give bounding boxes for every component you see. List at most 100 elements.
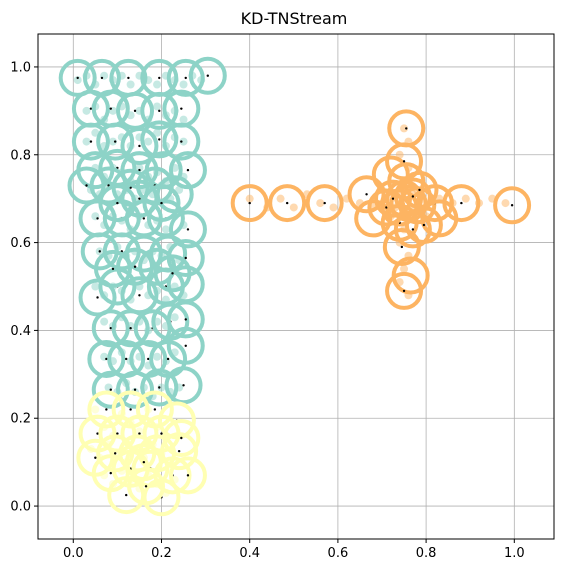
teal-data-point bbox=[82, 106, 91, 115]
orange-cluster-center bbox=[510, 204, 514, 207]
orange-data-point bbox=[276, 194, 285, 203]
yellow-cluster-ring bbox=[124, 443, 163, 482]
orange-cluster-center bbox=[391, 197, 395, 200]
orange-cluster-center bbox=[422, 223, 426, 227]
teal-cluster-ring bbox=[96, 122, 135, 161]
orange-data-point bbox=[245, 194, 254, 203]
teal-data-point bbox=[153, 80, 162, 89]
teal-cluster-ring bbox=[87, 339, 126, 378]
teal-cluster-ring bbox=[111, 309, 150, 348]
yellow-cluster-ring bbox=[87, 390, 126, 429]
teal-cluster-ring bbox=[120, 126, 159, 165]
x-tick-label: 0.0 bbox=[63, 546, 84, 561]
orange-cluster-center bbox=[248, 201, 251, 205]
teal-cluster-center bbox=[109, 388, 112, 391]
yellow-cluster-ring bbox=[168, 456, 207, 495]
teal-data-point bbox=[82, 137, 91, 146]
teal-data-point bbox=[108, 137, 117, 146]
yellow-cluster-center bbox=[113, 452, 117, 455]
teal-cluster-ring bbox=[142, 184, 181, 223]
orange-cluster-center bbox=[400, 245, 404, 249]
y-tick-label: 0.8 bbox=[10, 148, 31, 163]
teal-cluster-center bbox=[96, 296, 99, 299]
y-tick-label: 0.2 bbox=[10, 412, 31, 427]
orange-cluster-center bbox=[402, 289, 406, 293]
y-tick-label: 1.0 bbox=[10, 60, 31, 75]
teal-cluster-ring bbox=[120, 179, 159, 218]
axis-ticks: 0.0 0.2 0.4 0.6 0.8 1.0 0.0 0.2 0.4 0.6 0.8 1.0 bbox=[10, 60, 524, 561]
orange-cluster-center bbox=[411, 228, 415, 231]
teal-cluster-ring bbox=[166, 300, 205, 339]
teal-data-point bbox=[135, 163, 144, 172]
teal-cluster-ring bbox=[168, 151, 207, 190]
orange-cluster-ring bbox=[268, 184, 307, 223]
teal-cluster-center bbox=[182, 384, 185, 387]
orange-cluster-center bbox=[365, 193, 368, 196]
teal-cluster-center bbox=[186, 228, 190, 231]
orange-data-point bbox=[501, 199, 510, 208]
orange-cluster-ring bbox=[493, 186, 532, 225]
orange-data-point bbox=[316, 199, 325, 208]
yellow-cluster-center bbox=[144, 485, 148, 488]
teal-cluster-ring bbox=[164, 366, 203, 405]
yellow-cluster-center bbox=[116, 432, 119, 435]
teal-cluster-center bbox=[166, 357, 170, 361]
yellow-cluster-center bbox=[105, 408, 108, 411]
teal-cluster-ring bbox=[116, 370, 155, 409]
orange-data-point bbox=[400, 124, 409, 133]
teal-data-point bbox=[157, 383, 166, 392]
teal-cluster-center bbox=[125, 357, 128, 361]
teal-cluster-ring bbox=[58, 58, 97, 97]
orange-cluster-ring bbox=[442, 184, 481, 223]
teal-cluster-center bbox=[89, 140, 93, 143]
orange-cluster-center bbox=[285, 201, 289, 205]
yellow-cluster-center bbox=[186, 474, 190, 477]
teal-cluster-center bbox=[113, 140, 117, 143]
orange-cluster-center bbox=[405, 127, 408, 130]
teal-cluster-center bbox=[142, 217, 146, 220]
teal-data-point bbox=[126, 80, 135, 89]
teal-cluster-ring bbox=[166, 58, 205, 97]
orange-data-point bbox=[329, 203, 338, 212]
chart-title: KD-TNStream bbox=[241, 9, 348, 28]
y-tick-label: 0.6 bbox=[10, 236, 31, 251]
teal-cluster-center bbox=[171, 272, 174, 275]
teal-cluster-center bbox=[96, 217, 99, 220]
teal-cluster-center bbox=[160, 201, 163, 205]
teal-cluster-center bbox=[184, 318, 187, 321]
yellow-cluster-center bbox=[129, 408, 132, 411]
yellow-cluster-ring bbox=[127, 467, 166, 506]
teal-cluster-center bbox=[186, 168, 190, 172]
y-tick-label: 0.4 bbox=[10, 324, 31, 339]
teal-cluster-center bbox=[133, 265, 137, 268]
teal-cluster-center bbox=[138, 294, 141, 297]
orange-data-point bbox=[400, 264, 409, 273]
yellow-cluster-center bbox=[96, 432, 99, 435]
cluster-centers bbox=[58, 56, 532, 517]
x-tick-label: 0.2 bbox=[151, 546, 172, 561]
teal-cluster-ring bbox=[166, 326, 205, 365]
teal-cluster-ring bbox=[116, 247, 155, 286]
teal-cluster-center bbox=[158, 138, 161, 141]
orange-cluster-ring bbox=[305, 184, 344, 223]
teal-cluster-center bbox=[127, 76, 130, 80]
teal-cluster-center bbox=[138, 197, 141, 200]
y-tick-label: 0.0 bbox=[10, 500, 31, 515]
teal-cluster-center bbox=[105, 357, 108, 361]
teal-cluster-center bbox=[76, 76, 79, 80]
teal-cluster-center bbox=[100, 76, 104, 80]
teal-cluster-center bbox=[180, 107, 183, 110]
teal-data-point bbox=[170, 313, 179, 322]
orange-data-point bbox=[289, 203, 298, 212]
teal-data-point bbox=[153, 352, 162, 361]
orange-cluster-ring bbox=[230, 184, 269, 223]
teal-cluster-center bbox=[206, 74, 209, 77]
teal-cluster-center bbox=[111, 267, 115, 271]
teal-data-point bbox=[100, 317, 109, 326]
yellow-cluster-center bbox=[153, 408, 157, 411]
teal-cluster-center bbox=[129, 186, 132, 189]
teal-cluster-center bbox=[184, 256, 187, 260]
yellow-cluster-center bbox=[180, 436, 183, 440]
teal-data-point bbox=[161, 225, 170, 234]
